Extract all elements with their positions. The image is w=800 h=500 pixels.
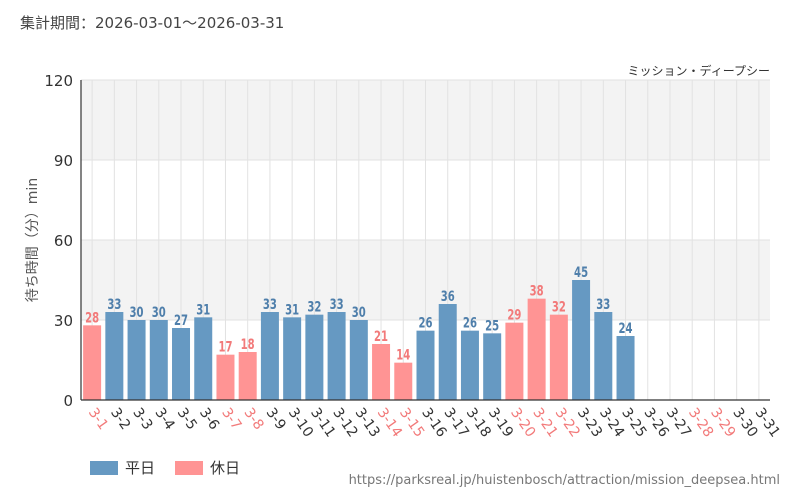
y-tick-label: 120 xyxy=(44,72,73,90)
bar-3-10 xyxy=(283,317,302,400)
bar-value-label: 30 xyxy=(152,304,166,320)
x-tick-label: 3-1 xyxy=(85,405,111,433)
x-tick-label: 3-31 xyxy=(752,405,783,440)
bar-3-24 xyxy=(594,312,613,400)
bar-3-13 xyxy=(349,320,368,400)
legend-holiday: 休日 xyxy=(175,457,240,478)
bar-value-label: 32 xyxy=(307,299,321,315)
bar-3-2 xyxy=(105,312,124,400)
bar-3-19 xyxy=(483,333,502,400)
x-tick-label: 3-5 xyxy=(174,405,200,433)
bar-value-label: 33 xyxy=(330,296,344,312)
bar-value-label: 28 xyxy=(85,310,99,326)
bar-value-label: 27 xyxy=(174,312,188,328)
x-tick-label: 3-9 xyxy=(263,405,289,433)
source-url: https://parksreal.jp/huistenbosch/attrac… xyxy=(348,473,780,488)
bar-value-label: 33 xyxy=(596,296,610,312)
period-label: 集計期間：2026-03-01～2026-03-31 xyxy=(20,14,285,32)
bar-3-7 xyxy=(216,354,235,400)
bar-3-4 xyxy=(149,320,168,400)
y-axis-label: 待ち時間（分）min xyxy=(25,178,41,302)
bar-3-9 xyxy=(260,312,279,400)
bar-3-25 xyxy=(616,336,635,400)
bar-value-label: 36 xyxy=(441,288,455,304)
bar-3-14 xyxy=(372,344,391,400)
bar-3-18 xyxy=(460,330,479,400)
bar-3-11 xyxy=(305,314,324,400)
y-tick-label: 60 xyxy=(54,232,73,250)
chart-title: ミッション・ディープシー xyxy=(628,63,770,78)
x-tick-label: 3-6 xyxy=(196,405,222,433)
bar-value-label: 30 xyxy=(352,304,366,320)
bar-value-label: 31 xyxy=(285,302,299,318)
bar-value-label: 21 xyxy=(374,328,388,344)
bar-3-15 xyxy=(394,362,413,400)
weekday-swatch xyxy=(90,460,118,475)
bar-value-label: 33 xyxy=(107,296,121,312)
y-tick-label: 90 xyxy=(54,152,73,170)
bar-3-20 xyxy=(505,322,524,400)
legend-weekday: 平日 xyxy=(90,457,155,478)
bar-value-label: 26 xyxy=(418,315,432,331)
x-tick-label: 3-8 xyxy=(240,405,266,433)
bar-value-label: 32 xyxy=(552,299,566,315)
axes xyxy=(80,80,770,401)
legend-holiday-label: 休日 xyxy=(210,459,241,477)
holiday-swatch xyxy=(175,460,203,475)
bar-value-label: 30 xyxy=(130,304,144,320)
bar-value-label: 18 xyxy=(241,336,255,352)
bar-value-label: 45 xyxy=(574,264,588,280)
bar-3-6 xyxy=(194,317,213,400)
bar-value-labels: 28 33 30 30 27 31 17 18 33 31 32 33 30 21 14 26 36 26 25 29… xyxy=(85,264,632,363)
bar-3-8 xyxy=(238,352,257,400)
bar-3-22 xyxy=(549,314,568,400)
bars xyxy=(83,280,635,400)
bar-3-21 xyxy=(527,298,546,400)
y-tick-label: 30 xyxy=(54,312,73,330)
x-tick-label: 3-3 xyxy=(129,405,155,433)
bar-value-label: 38 xyxy=(530,283,544,299)
bar-value-label: 14 xyxy=(396,347,410,363)
x-tick-label: 3-4 xyxy=(152,405,178,433)
bar-value-label: 25 xyxy=(485,318,499,334)
x-tick-label: 3-7 xyxy=(218,405,244,433)
bar-3-1 xyxy=(83,325,102,400)
bar-3-16 xyxy=(416,330,435,400)
bar-3-17 xyxy=(438,304,457,400)
bar-value-label: 26 xyxy=(463,315,477,331)
legend-weekday-label: 平日 xyxy=(125,459,156,477)
bar-3-3 xyxy=(127,320,146,400)
bar-value-label: 17 xyxy=(218,339,232,355)
bar-value-label: 24 xyxy=(619,320,633,336)
bar-value-label: 29 xyxy=(507,307,521,323)
bar-value-label: 31 xyxy=(196,302,210,318)
bar-3-23 xyxy=(572,280,591,400)
x-tick-label: 3-2 xyxy=(107,405,133,433)
bar-3-5 xyxy=(172,328,191,400)
bar-value-label: 33 xyxy=(263,296,277,312)
bar-3-12 xyxy=(327,312,346,400)
y-tick-label: 0 xyxy=(63,392,73,410)
